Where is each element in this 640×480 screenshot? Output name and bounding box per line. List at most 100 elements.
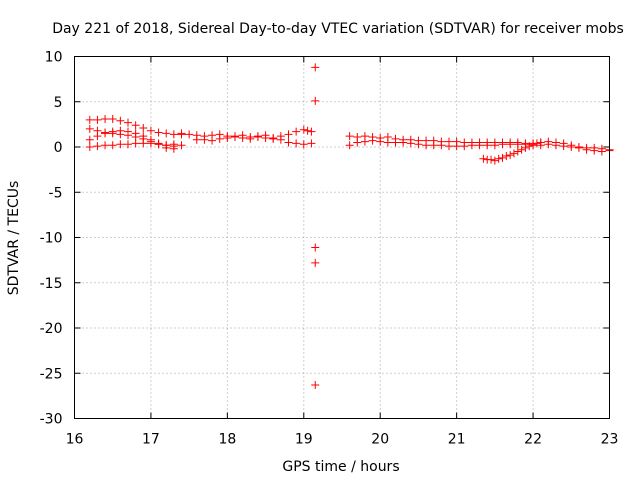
y-tick-label: 10: [45, 50, 63, 66]
data-point: [307, 127, 316, 136]
data-point: [101, 129, 110, 138]
series-group: [479, 138, 545, 165]
data-point: [452, 142, 461, 151]
data-point: [475, 141, 484, 150]
data-points: [85, 63, 614, 390]
data-point: [383, 138, 392, 147]
data-point: [311, 63, 320, 72]
data-point: [238, 133, 247, 142]
data-point: [124, 127, 132, 136]
data-point: [376, 137, 385, 146]
x-tick-label: 16: [66, 432, 84, 448]
data-point: [292, 139, 301, 148]
data-point: [544, 140, 553, 149]
data-point: [85, 135, 94, 144]
data-point: [529, 140, 538, 149]
data-point: [108, 127, 117, 136]
tick-labels: 16 17 18 19 20 21 22 23 10 5 0 -5 -10 -15 -20 -25 -30: [40, 50, 619, 448]
data-point: [116, 116, 125, 125]
data-point: [139, 139, 148, 148]
data-point: [429, 141, 438, 150]
data-point: [177, 129, 186, 138]
data-point: [513, 140, 522, 149]
data-point: [139, 132, 148, 141]
data-point: [567, 143, 576, 151]
data-point: [299, 140, 308, 149]
series-group: [311, 63, 320, 390]
data-point: [490, 156, 499, 165]
data-point: [582, 145, 591, 154]
x-axis-label: GPS time / hours: [282, 459, 399, 475]
data-point: [85, 115, 94, 124]
data-point: [101, 141, 110, 150]
series-group: [85, 139, 178, 151]
series-group: [192, 133, 316, 149]
data-point: [345, 132, 354, 141]
series-group: [85, 114, 186, 139]
data-point: [192, 135, 201, 144]
data-point: [360, 137, 369, 146]
data-point: [185, 130, 194, 139]
y-tick-label: 5: [54, 95, 63, 111]
data-point: [146, 139, 155, 148]
data-point: [498, 153, 507, 162]
data-point: [422, 141, 431, 150]
data-point: [292, 127, 301, 136]
data-point: [215, 134, 224, 143]
data-point: [269, 134, 278, 143]
data-point: [490, 141, 499, 150]
data-point: [307, 139, 316, 148]
y-tick-label: -20: [40, 321, 63, 337]
data-point: [506, 140, 515, 149]
y-tick-label: -10: [40, 231, 63, 247]
data-point: [391, 138, 400, 147]
y-axis-label: SDTVAR / TECUs: [6, 181, 22, 296]
data-point: [93, 115, 102, 124]
data-point: [131, 139, 140, 148]
data-point: [124, 118, 132, 127]
data-point: [483, 141, 492, 150]
data-point: [353, 138, 362, 147]
data-point: [246, 134, 255, 143]
data-point: [208, 136, 217, 145]
x-tick-label: 19: [295, 432, 313, 448]
data-point: [284, 138, 293, 147]
data-point: [506, 151, 515, 160]
data-point: [162, 141, 171, 150]
data-point: [223, 133, 232, 142]
data-point: [479, 154, 488, 163]
data-point: [513, 147, 522, 156]
data-point: [487, 155, 496, 164]
data-point: [131, 121, 140, 130]
y-tick-label: 0: [54, 140, 63, 156]
data-point: [445, 142, 453, 151]
data-point: [494, 154, 503, 163]
data-point: [502, 152, 511, 161]
data-point: [93, 132, 102, 141]
data-point: [467, 141, 476, 150]
data-point: [532, 139, 541, 148]
data-point: [406, 139, 415, 148]
data-point: [517, 145, 526, 154]
data-point: [177, 141, 186, 150]
data-point: [231, 133, 239, 142]
data-point: [509, 149, 518, 158]
data-point: [116, 140, 125, 149]
data-point: [299, 125, 308, 134]
data-point: [574, 143, 583, 152]
data-point: [559, 142, 568, 151]
x-tick-label: 20: [371, 432, 389, 448]
data-point: [85, 124, 94, 133]
data-point: [85, 143, 94, 151]
y-tick-label: -5: [49, 185, 63, 201]
data-point: [131, 129, 140, 138]
data-point: [200, 135, 209, 144]
data-point: [311, 258, 320, 267]
data-point: [303, 126, 312, 135]
x-tick-label: 17: [142, 432, 160, 448]
data-point: [284, 130, 293, 139]
data-point: [399, 138, 408, 147]
y-tick-label: -15: [40, 276, 63, 292]
x-tick-label: 23: [601, 432, 619, 448]
